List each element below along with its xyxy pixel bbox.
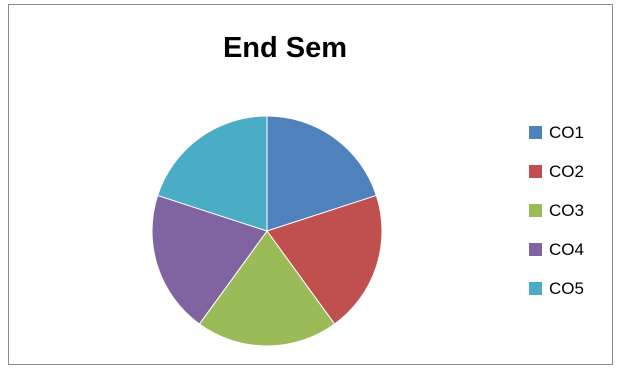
pie-slice-co1 <box>266 115 378 232</box>
chart-title: End Sem <box>222 32 348 64</box>
legend-label: CO2 <box>549 161 584 181</box>
legend-item-co2: CO2 <box>529 152 584 191</box>
pie-slice-co3 <box>198 230 336 347</box>
legend-item-co3: CO3 <box>529 191 584 230</box>
legend-item-co5: CO5 <box>529 269 584 308</box>
legend-swatch <box>529 243 542 256</box>
pie-slice-co5 <box>156 115 268 232</box>
legend-label: CO4 <box>549 239 584 259</box>
legend-swatch <box>529 165 542 178</box>
legend-swatch <box>529 282 542 295</box>
legend: CO1 CO2 CO3 CO4 CO5 <box>529 113 584 308</box>
legend-label: CO1 <box>549 122 584 142</box>
pie-slice-co2 <box>266 194 383 325</box>
legend-label: CO5 <box>549 278 584 298</box>
legend-label: CO3 <box>549 200 584 220</box>
legend-swatch <box>529 126 542 139</box>
legend-item-co4: CO4 <box>529 230 584 269</box>
legend-item-co1: CO1 <box>529 113 584 152</box>
pie-slice-co4 <box>151 194 268 325</box>
legend-swatch <box>529 204 542 217</box>
